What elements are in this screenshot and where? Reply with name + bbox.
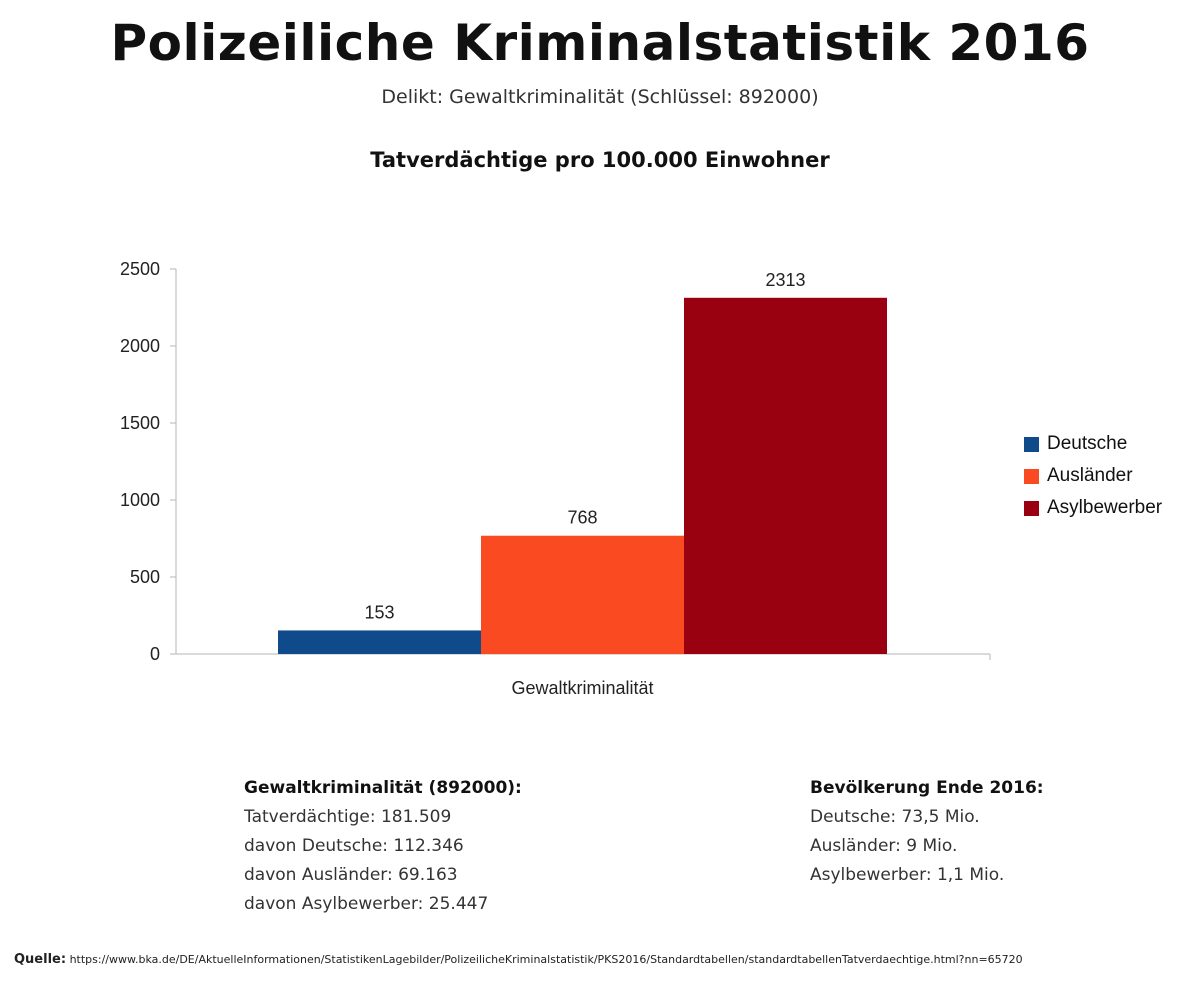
source-label: Quelle: — [14, 952, 67, 967]
bar-deutsche — [278, 630, 481, 654]
x-category-label: Gewaltkriminalität — [511, 678, 653, 698]
population-stats-line: Ausländer: 9 Mio. — [810, 836, 958, 856]
data-label: 768 — [567, 508, 597, 528]
source-url[interactable]: https://www.bka.de/DE/AktuelleInformatio… — [69, 953, 1023, 966]
legend-item-deutsche: Deutsche — [1024, 428, 1162, 460]
legend-item-asylbewerber: Asylbewerber — [1024, 492, 1162, 524]
crime-stats-line: Tatverdächtige: 181.509 — [244, 807, 452, 827]
bar-ausländer — [481, 535, 684, 654]
data-label: 153 — [364, 602, 394, 622]
legend-item-auslaender: Ausländer — [1024, 460, 1162, 492]
crime-stats-line: davon Ausländer: 69.163 — [244, 865, 458, 885]
y-tick-label: 2000 — [120, 336, 160, 356]
data-label: 2313 — [765, 270, 805, 290]
page-title: Polizeiliche Kriminalstatistik 2016 — [110, 14, 1090, 72]
population-stats-line: Deutsche: 73,5 Mio. — [810, 807, 980, 827]
population-stats-heading: Bevölkerung Ende 2016: — [810, 778, 1044, 798]
legend-label-auslaender: Ausländer — [1047, 465, 1133, 486]
y-tick-label: 0 — [150, 644, 160, 664]
bar-asylbewerber — [684, 297, 887, 654]
crime-stats-line: davon Deutsche: 112.346 — [244, 836, 464, 856]
y-tick-label: 2500 — [120, 259, 160, 279]
crime-stats-line: davon Asylbewerber: 25.447 — [244, 894, 489, 914]
bar-chart: 0 500 1000 1500 2000 2500 153 768 2313 Gewaltkrim… — [120, 259, 991, 698]
legend-label-deutsche: Deutsche — [1047, 433, 1128, 454]
legend-label-asylbewerber: Asylbewerber — [1047, 497, 1163, 518]
source-citation: Quelle: https://www.bka.de/DE/AktuelleIn… — [14, 952, 1023, 967]
legend-swatch-asylbewerber — [1024, 500, 1039, 516]
legend-swatch-deutsche — [1024, 436, 1039, 452]
legend-swatch-auslaender — [1024, 468, 1039, 484]
crime-stats-heading: Gewaltkriminalität (892000): — [244, 778, 522, 798]
population-stats-block: Bevölkerung Ende 2016: Deutsche: 73,5 Mi… — [810, 774, 1044, 890]
crime-stats-block: Gewaltkriminalität (892000): Tatverdächt… — [244, 774, 522, 919]
page-subtitle: Delikt: Gewaltkriminalität (Schlüssel: 8… — [381, 86, 819, 108]
y-tick-label: 1000 — [120, 490, 160, 510]
y-tick-label: 1500 — [120, 413, 160, 433]
chart-title: Tatverdächtige pro 100.000 Einwohner — [370, 148, 830, 172]
population-stats-line: Asylbewerber: 1,1 Mio. — [810, 865, 1005, 885]
y-tick-label: 500 — [130, 567, 160, 587]
chart-legend: Deutsche Ausländer Asylbewerber — [1024, 428, 1162, 524]
